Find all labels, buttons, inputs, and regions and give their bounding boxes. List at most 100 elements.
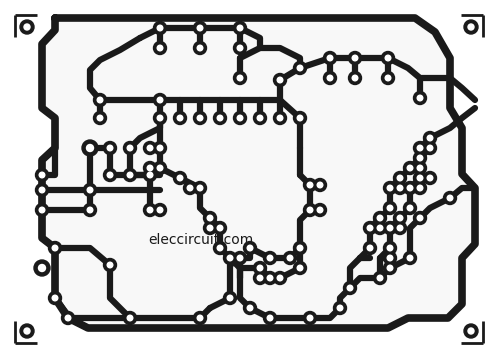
Circle shape: [157, 25, 163, 31]
Circle shape: [153, 21, 166, 34]
Circle shape: [177, 115, 183, 121]
Circle shape: [307, 182, 313, 188]
Circle shape: [393, 171, 406, 184]
Circle shape: [377, 215, 383, 221]
Circle shape: [387, 255, 393, 261]
Circle shape: [427, 135, 433, 141]
Circle shape: [303, 179, 317, 192]
Circle shape: [413, 92, 426, 105]
Circle shape: [52, 295, 58, 301]
Circle shape: [387, 225, 393, 231]
Circle shape: [194, 42, 207, 54]
Circle shape: [444, 192, 457, 204]
Circle shape: [403, 202, 416, 214]
Circle shape: [207, 215, 213, 221]
Circle shape: [214, 222, 227, 234]
Circle shape: [104, 169, 117, 182]
Circle shape: [227, 295, 233, 301]
Circle shape: [237, 45, 243, 51]
Circle shape: [407, 255, 413, 261]
Circle shape: [263, 252, 276, 265]
Circle shape: [468, 24, 474, 30]
Circle shape: [417, 165, 423, 171]
Circle shape: [287, 255, 293, 261]
Circle shape: [24, 328, 30, 334]
Circle shape: [247, 305, 253, 311]
Circle shape: [35, 203, 48, 217]
Circle shape: [263, 311, 276, 324]
Circle shape: [187, 185, 193, 191]
Circle shape: [367, 225, 373, 231]
Circle shape: [39, 172, 45, 178]
Circle shape: [39, 187, 45, 193]
Circle shape: [324, 72, 337, 84]
Circle shape: [143, 203, 156, 217]
Circle shape: [183, 182, 197, 194]
Circle shape: [297, 265, 303, 271]
Circle shape: [413, 212, 426, 224]
Circle shape: [387, 245, 393, 251]
Circle shape: [344, 281, 357, 295]
Circle shape: [147, 207, 153, 213]
Circle shape: [237, 25, 243, 31]
Circle shape: [35, 169, 48, 182]
Circle shape: [349, 72, 362, 84]
Circle shape: [253, 261, 266, 275]
Circle shape: [127, 315, 133, 321]
Circle shape: [374, 271, 386, 285]
Circle shape: [61, 311, 75, 324]
Circle shape: [393, 212, 406, 224]
Circle shape: [464, 20, 478, 34]
Circle shape: [273, 73, 286, 87]
Circle shape: [143, 169, 156, 182]
Circle shape: [324, 52, 337, 64]
Circle shape: [39, 207, 45, 213]
Circle shape: [417, 215, 423, 221]
Circle shape: [364, 222, 376, 234]
Circle shape: [427, 145, 433, 151]
Circle shape: [194, 21, 207, 34]
Circle shape: [48, 242, 61, 255]
Circle shape: [385, 55, 391, 61]
Circle shape: [277, 275, 283, 281]
Circle shape: [397, 185, 403, 191]
Circle shape: [387, 185, 393, 191]
Circle shape: [397, 175, 403, 181]
Circle shape: [413, 161, 426, 174]
Circle shape: [385, 75, 391, 81]
Circle shape: [297, 245, 303, 251]
Circle shape: [237, 255, 243, 261]
Circle shape: [35, 184, 48, 197]
Circle shape: [397, 215, 403, 221]
Circle shape: [349, 52, 362, 64]
Circle shape: [447, 195, 453, 201]
Circle shape: [383, 202, 396, 214]
Circle shape: [84, 184, 97, 197]
Circle shape: [273, 271, 286, 285]
Circle shape: [234, 111, 247, 125]
Circle shape: [417, 175, 423, 181]
Circle shape: [52, 245, 58, 251]
Circle shape: [157, 145, 163, 151]
Circle shape: [217, 225, 223, 231]
Circle shape: [297, 65, 303, 71]
Circle shape: [153, 93, 166, 106]
Circle shape: [257, 275, 263, 281]
Circle shape: [327, 75, 333, 81]
Circle shape: [413, 151, 426, 164]
Circle shape: [244, 242, 256, 255]
Circle shape: [417, 95, 423, 101]
Circle shape: [397, 225, 403, 231]
Circle shape: [427, 175, 433, 181]
Circle shape: [153, 203, 166, 217]
Text: eleccircuit.com: eleccircuit.com: [148, 233, 253, 247]
Circle shape: [383, 242, 396, 255]
Circle shape: [204, 212, 217, 224]
Circle shape: [417, 155, 423, 161]
Circle shape: [403, 252, 416, 265]
Circle shape: [263, 271, 276, 285]
Circle shape: [204, 222, 217, 234]
Circle shape: [157, 165, 163, 171]
Circle shape: [234, 252, 247, 265]
Circle shape: [407, 165, 413, 171]
